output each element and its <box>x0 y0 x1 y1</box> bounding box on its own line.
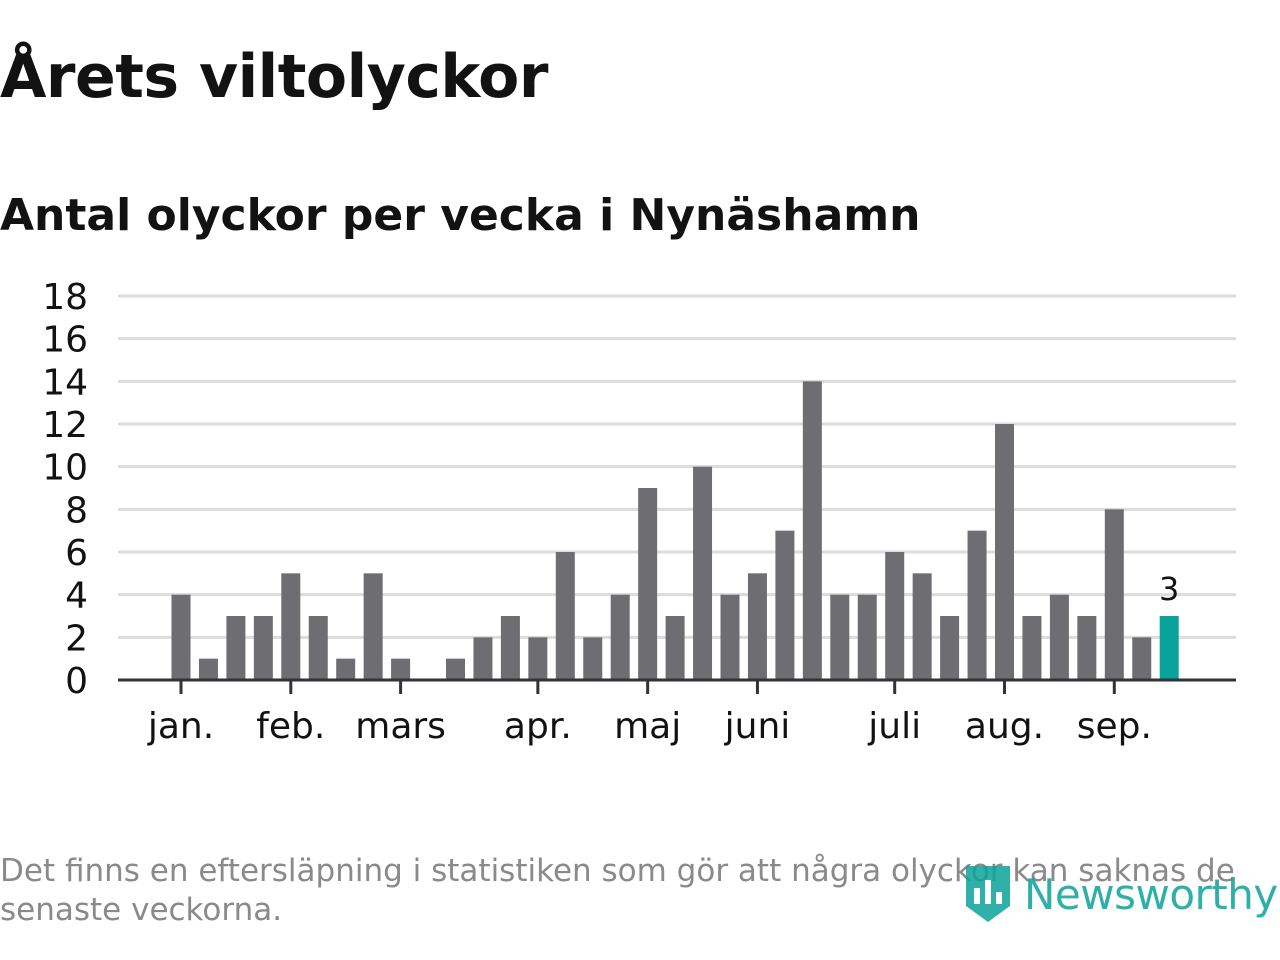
y-tick-label: 18 <box>42 277 88 318</box>
x-tick-label: mars <box>355 706 446 747</box>
bar <box>610 594 630 680</box>
bar <box>857 594 877 680</box>
y-tick-label: 16 <box>42 320 88 361</box>
bar-latest-week <box>1159 616 1179 680</box>
x-tick-label: juni <box>724 706 791 747</box>
y-tick-label: 12 <box>42 405 88 446</box>
bar <box>500 616 520 680</box>
bar <box>665 616 685 680</box>
bar <box>1049 594 1069 680</box>
bar <box>747 573 767 680</box>
data-label-latest: 3 <box>1159 570 1179 608</box>
x-tick-label: sep. <box>1077 706 1152 747</box>
gridlines <box>118 294 1236 639</box>
bar <box>802 381 822 680</box>
footnote: Det finns en eftersläpning i statistiken… <box>0 853 1235 928</box>
x-tick-label: jan. <box>147 706 214 747</box>
y-tick-label: 0 <box>65 661 88 702</box>
x-axis-ticks: jan. feb. mars apr. maj juni juli aug. sep. <box>147 680 1152 747</box>
y-tick-label: 2 <box>65 618 88 659</box>
bar <box>775 530 795 680</box>
bar <box>720 594 740 680</box>
bar <box>885 552 905 680</box>
y-tick-label: 6 <box>65 533 88 574</box>
bar <box>1077 616 1097 680</box>
bar <box>308 616 328 680</box>
brand-name: Newsworthy <box>1024 869 1278 919</box>
bar <box>391 658 411 680</box>
newsworthy-logo: Newsworthy <box>962 862 1278 926</box>
chart-title: Årets viltolyckor <box>0 42 549 112</box>
bar <box>1132 637 1152 680</box>
bar <box>336 658 356 680</box>
data-labels: 3 <box>1159 570 1179 608</box>
x-tick-label: maj <box>614 706 681 747</box>
bar <box>967 530 987 680</box>
bar <box>940 616 960 680</box>
chart-subtitle: Antal olyckor per vecka i Nynäshamn <box>0 190 921 241</box>
bar <box>1104 509 1124 680</box>
bar <box>253 616 273 680</box>
y-tick-label: 14 <box>42 362 88 403</box>
bar <box>995 424 1014 680</box>
bar <box>528 637 548 680</box>
bar <box>446 658 465 680</box>
bar <box>583 637 603 680</box>
newsworthy-logo-icon <box>966 866 1010 922</box>
x-tick-label: aug. <box>965 706 1044 747</box>
y-tick-label: 4 <box>65 576 88 617</box>
x-tick-label: apr. <box>504 706 572 747</box>
bar <box>281 573 301 680</box>
bar <box>555 552 575 680</box>
bars <box>171 381 1179 680</box>
bar <box>473 637 493 680</box>
bar <box>693 466 713 680</box>
bar <box>830 594 850 680</box>
bar <box>226 616 246 680</box>
bar <box>171 594 191 680</box>
bar <box>198 658 218 680</box>
bar <box>638 488 658 680</box>
bar <box>363 573 383 680</box>
bar <box>912 573 932 680</box>
x-tick-label: feb. <box>256 706 325 747</box>
bar <box>1022 616 1042 680</box>
y-tick-label: 8 <box>65 490 88 531</box>
y-tick-label: 10 <box>42 448 88 489</box>
x-tick-label: juli <box>867 706 921 747</box>
